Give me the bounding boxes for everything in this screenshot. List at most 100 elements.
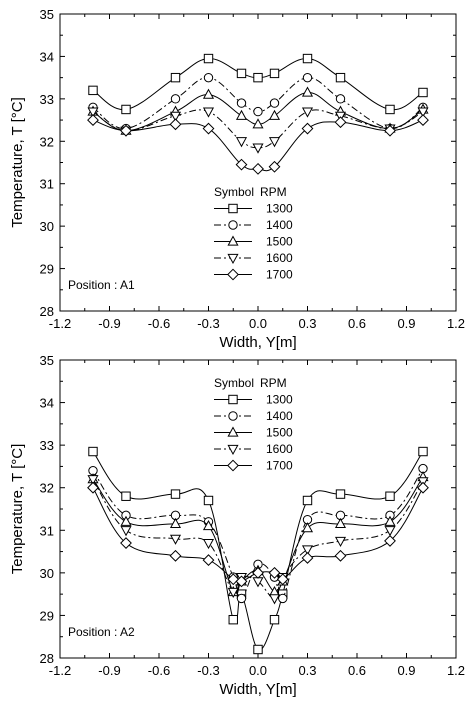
data-point: [169, 118, 182, 131]
y-tick-label: 35: [40, 353, 54, 368]
data-point: [202, 554, 215, 566]
data-point: [302, 53, 313, 64]
legend: Symbol RPM 1300 1400 1500 1600 1700: [214, 185, 293, 282]
data-point: [202, 107, 215, 118]
series-1300: [88, 53, 428, 115]
x-tick-label: -0.3: [197, 663, 219, 678]
data-point: [276, 573, 289, 586]
data-point: [235, 158, 248, 171]
data-point: [252, 566, 264, 579]
position-annotation: Position : A2: [68, 625, 135, 639]
data-point: [253, 644, 263, 655]
position-annotation: Position : A1: [68, 278, 135, 292]
data-point: [121, 104, 131, 115]
x-tick-label: -0.9: [98, 316, 120, 331]
series-1700: [87, 481, 429, 588]
data-point: [417, 481, 429, 494]
data-point: [235, 109, 248, 120]
data-point: [202, 538, 215, 550]
data-point: [236, 593, 247, 604]
data-point: [87, 114, 99, 126]
data-point: [385, 104, 395, 115]
data-point: [384, 515, 396, 526]
legend-label: 1700: [266, 459, 293, 473]
data-point: [120, 124, 132, 137]
data-point: [269, 98, 280, 108]
legend-label: 1400: [266, 409, 293, 423]
legend: Symbol RPM 1300 1400 1500 1600 1700: [214, 376, 293, 473]
legend-label: 1600: [266, 251, 293, 265]
data-point: [301, 86, 314, 97]
x-tick-label: 0.9: [397, 316, 415, 331]
legend-header-rpm: RPM: [260, 185, 287, 199]
data-point: [202, 88, 215, 99]
y-tick-label: 33: [40, 438, 54, 453]
plot-frame: [59, 13, 457, 312]
data-point: [87, 475, 99, 486]
y-tick-label: 34: [40, 396, 54, 411]
legend-marker: [227, 459, 239, 472]
y-tick-label: 31: [40, 523, 54, 538]
data-point: [301, 522, 314, 533]
data-point: [269, 614, 280, 625]
legend-header-symbol: Symbol: [214, 185, 254, 199]
data-point: [417, 114, 429, 126]
x-tick-label: 0.0: [249, 663, 267, 678]
data-point: [120, 515, 132, 526]
chart-1: -1.2 -0.9 -0.6 -0.3 0.0 0.3 0.6 0.9 1.2 28 29 30 31 3…: [9, 7, 465, 351]
x-tick-label: 0.3: [298, 663, 316, 678]
data-point: [203, 495, 214, 506]
x-tick-label: 0.0: [249, 316, 267, 331]
y-tick-label: 29: [40, 262, 54, 277]
data-point: [334, 517, 347, 528]
data-point: [268, 566, 281, 579]
data-point: [268, 137, 281, 148]
y-axis-title: Temperature, T [°C]: [9, 444, 26, 575]
data-point: [228, 614, 238, 625]
data-point: [302, 72, 313, 83]
data-point: [169, 517, 182, 528]
data-point: [384, 124, 396, 137]
y-tick-label: 28: [40, 304, 54, 319]
data-point: [335, 94, 346, 104]
y-tick-label: 32: [40, 481, 54, 496]
legend-marker: [228, 203, 238, 214]
data-point: [120, 526, 132, 537]
x-axis-title: Width, Y[m]: [219, 334, 296, 351]
y-tick-label: 30: [40, 566, 54, 581]
y-tick-label: 32: [40, 134, 54, 149]
data-point: [334, 116, 347, 129]
x-tick-label: -0.6: [148, 663, 170, 678]
data-point: [169, 111, 182, 122]
x-tick-label: 0.3: [298, 316, 316, 331]
data-point: [384, 535, 396, 547]
data-point: [278, 593, 288, 604]
x-axis-title: Width, Y[m]: [219, 681, 296, 698]
data-point: [202, 122, 215, 135]
legend-marker: [228, 394, 238, 405]
y-tick-label: 28: [40, 651, 54, 666]
data-point: [235, 137, 248, 148]
data-point: [301, 545, 314, 556]
data-point: [170, 489, 181, 499]
legend-marker: [227, 268, 239, 281]
data-point: [252, 162, 264, 175]
data-point: [169, 534, 182, 545]
x-tick-label: 1.2: [447, 316, 465, 331]
legend-marker: [227, 235, 239, 246]
x-tick-label: 0.6: [348, 316, 366, 331]
data-point: [269, 68, 280, 79]
data-point: [169, 549, 182, 562]
legend-marker: [227, 444, 239, 456]
data-point: [253, 72, 263, 83]
data-point: [418, 87, 428, 98]
x-tick-label: -0.6: [148, 316, 170, 331]
data-point: [252, 143, 264, 154]
data-point: [252, 118, 264, 129]
chart-2: -1.2 -0.9 -0.6 -0.3 0.0 0.3 0.6 0.9 1.2 28 29 30 31 3…: [9, 353, 465, 698]
data-point: [121, 491, 131, 501]
x-tick-label: -0.9: [98, 663, 120, 678]
y-tick-label: 34: [40, 49, 54, 64]
data-point: [334, 536, 347, 547]
